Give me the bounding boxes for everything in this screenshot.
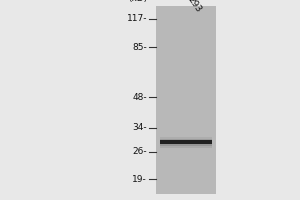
Text: 26-: 26- [132, 147, 147, 156]
Bar [160, 140, 212, 144]
Text: 19-: 19- [132, 175, 147, 184]
Text: 117-: 117- [127, 14, 147, 23]
Bar [160, 146, 212, 148]
Bar [160, 144, 212, 146]
Bar [156, 6, 216, 194]
Bar [160, 139, 212, 142]
Bar [160, 137, 212, 140]
Text: 293: 293 [186, 0, 203, 14]
Text: 85-: 85- [132, 43, 147, 52]
Text: (kD): (kD) [128, 0, 147, 3]
Text: 34-: 34- [132, 123, 147, 132]
Text: 48-: 48- [132, 93, 147, 102]
